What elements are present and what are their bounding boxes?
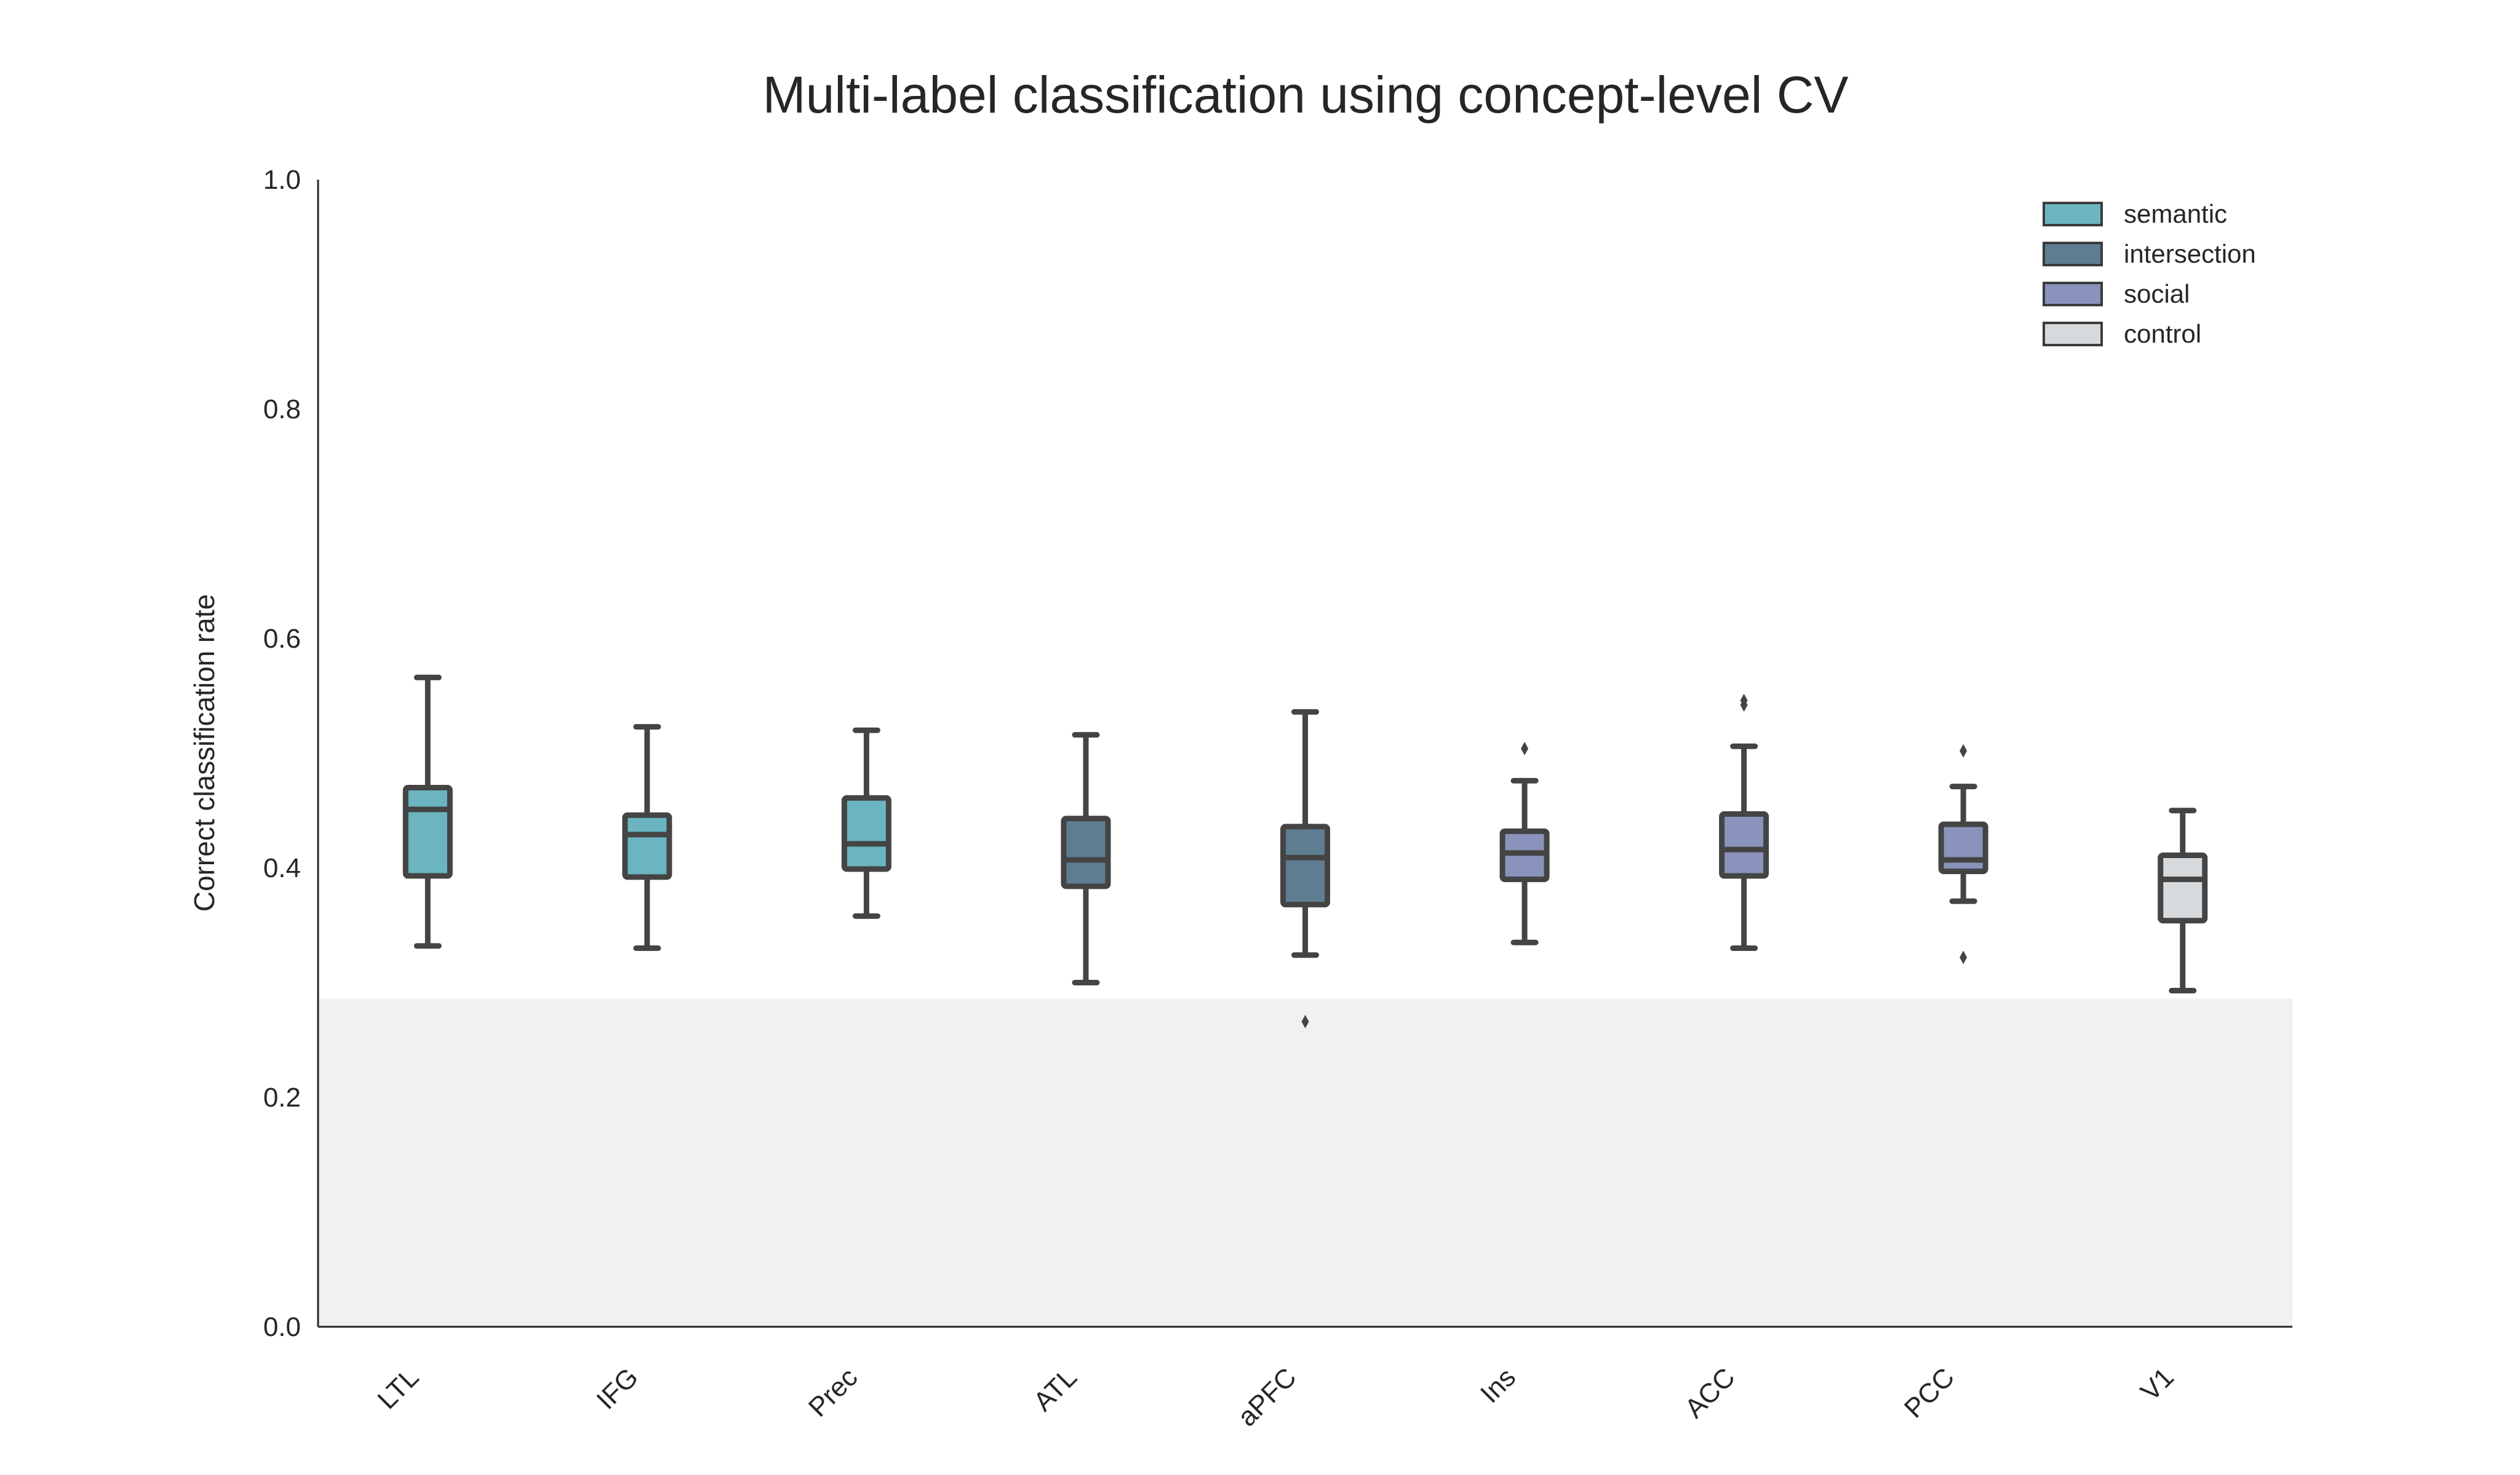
legend-swatch-control	[2043, 322, 2103, 346]
iqr-box	[1938, 821, 1988, 875]
box-ins	[1499, 742, 1550, 945]
box-ifg	[622, 724, 672, 952]
legend-swatch-social	[2043, 282, 2103, 306]
iqr-box	[2158, 852, 2208, 924]
iqr-box	[402, 784, 453, 879]
legend-label-intersection: intersection	[2124, 239, 2256, 268]
y-tick-label: 0.6	[263, 624, 301, 654]
chart-title: Multi-label classification using concept…	[763, 66, 1849, 124]
box-prec	[841, 727, 891, 919]
box-acc	[1719, 693, 1769, 952]
outlier-point	[1960, 744, 1968, 758]
box-atl	[1061, 732, 1111, 985]
iqr-box	[841, 795, 891, 872]
iqr-box	[1719, 811, 1769, 879]
outlier-point	[1521, 742, 1529, 756]
x-tick-label: Prec	[803, 1362, 864, 1423]
y-tick-label: 0.8	[263, 394, 301, 424]
iqr-box	[1061, 816, 1111, 889]
legend-label-control: control	[2124, 319, 2201, 348]
y-axis-label: Correct classification rate	[188, 594, 220, 912]
x-tick-label: Ins	[1475, 1362, 1521, 1409]
x-tick-label: ACC	[1679, 1362, 1740, 1423]
x-tick-label: PCC	[1899, 1362, 1960, 1423]
y-tick-label: 0.0	[263, 1312, 301, 1342]
box-pcc	[1938, 744, 1988, 964]
chance-band	[318, 998, 2292, 1327]
legend-swatch-semantic	[2043, 202, 2103, 226]
outlier-point	[1301, 1014, 1309, 1028]
legend: semantic intersection social control	[2043, 199, 2256, 348]
y-tick-label: 0.4	[263, 853, 301, 883]
x-tick-label: IFG	[591, 1362, 644, 1415]
outlier-point	[1740, 693, 1748, 707]
x-tick-label: V1	[2135, 1362, 2180, 1407]
outlier-point	[1960, 950, 1968, 964]
legend-label-social: social	[2124, 279, 2190, 308]
box-ltl	[402, 674, 453, 949]
iqr-box	[622, 812, 672, 880]
y-tick-label: 1.0	[263, 165, 301, 195]
legend-label-semantic: semantic	[2124, 199, 2227, 228]
box-apfc	[1280, 709, 1330, 1028]
x-tick-label: aPFC	[1232, 1362, 1302, 1432]
x-tick-label: ATL	[1028, 1362, 1083, 1417]
y-tick-label: 0.2	[263, 1083, 301, 1113]
legend-swatch-intersection	[2043, 242, 2103, 266]
box-v1	[2158, 808, 2208, 994]
iqr-box	[1280, 824, 1330, 908]
plot-area: 0.0 0.2 0.4 0.6 0.8 1.0 LTL IFG Prec ATL aPFC Ins AC…	[263, 165, 2292, 1433]
x-tick-label: LTL	[372, 1362, 425, 1415]
